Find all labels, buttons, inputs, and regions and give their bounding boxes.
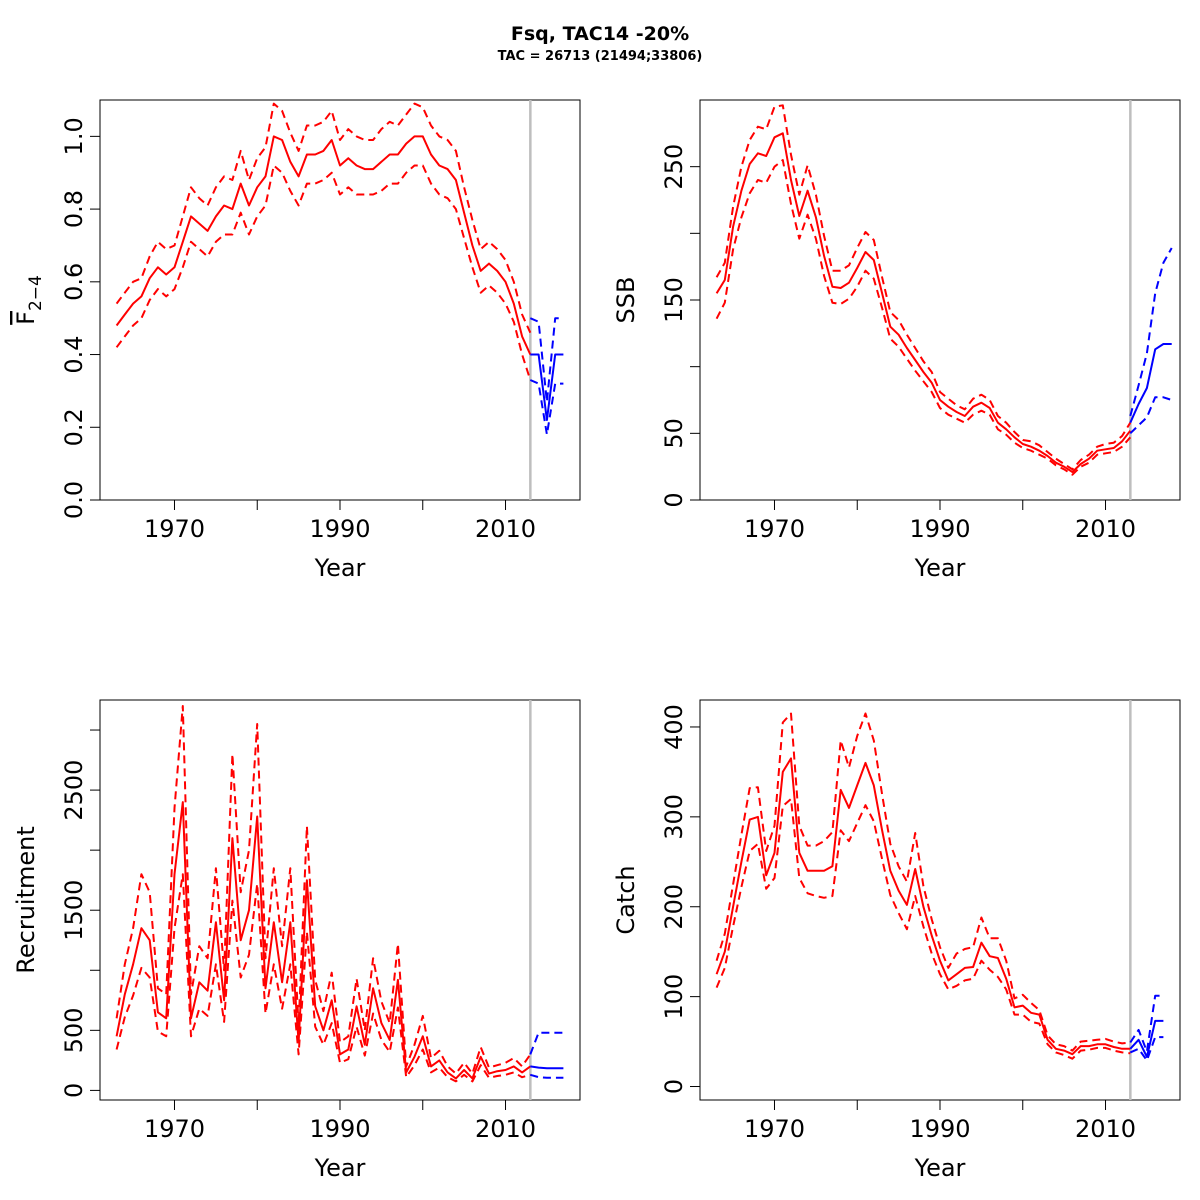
series-projection-upper [529, 1031, 564, 1055]
y-axis-label-main: SSB [612, 277, 640, 324]
y-tick-label: 1.0 [60, 117, 88, 155]
y-tick-label: 0 [60, 1083, 88, 1098]
series-projection-lower [1129, 396, 1173, 435]
series-upper [715, 104, 1132, 471]
y-tick-label: 50 [660, 418, 688, 449]
panel-f: 1970 1990 2010 0.0 0.2 0.4 0.6 0.8 1.0 Year F2−4 [12, 99, 581, 582]
series-estimate [115, 801, 531, 1080]
y-tick-label: 100 [660, 974, 688, 1020]
y-tick-label: 2500 [60, 760, 88, 821]
series-projection-upper [529, 317, 564, 403]
y-axis-label-main: F [12, 311, 40, 325]
series-estimate [115, 135, 532, 355]
y-tick-label: 0 [660, 492, 688, 507]
figure-subtitle: TAC = 26713 (21494;33806) [498, 49, 703, 64]
series-projection-lower [1129, 1036, 1164, 1062]
y-axis-label: Recruitment [12, 826, 40, 973]
x-tick-label: 1970 [144, 515, 205, 543]
x-tick-label: 2010 [1075, 1115, 1136, 1143]
x-tick-label: 1990 [309, 1115, 370, 1143]
y-axis-label-subscript: 2−4 [26, 275, 46, 311]
y-tick-label: 0.6 [60, 263, 88, 301]
x-axis-label: Year [314, 1154, 366, 1182]
panels: 1970 1990 20100.00.20.40.60.81.0YearF2−419… [12, 99, 1181, 1182]
series-projection-lower [530, 1073, 564, 1079]
series-upper [115, 102, 532, 334]
x-tick-label: 1970 [144, 1115, 205, 1143]
x-tick-label: 1990 [309, 515, 370, 543]
x-tick-label: 1990 [909, 1115, 970, 1143]
x-axis-label: Year [314, 554, 366, 582]
x-tick-label: 2010 [475, 1115, 536, 1143]
plot-frame [99, 99, 581, 501]
series-lower [115, 873, 531, 1083]
series-lower [715, 159, 1132, 476]
series-projection-lower [529, 379, 564, 436]
y-tick-label: 400 [660, 704, 688, 750]
y-tick-label: 0.4 [60, 335, 88, 373]
y-tick-label: 0.0 [60, 481, 88, 519]
panel-recruitment: 1970 1990 2010 0 500 1500 2500 Year Recruitment [12, 699, 581, 1182]
y-tick-label: 300 [660, 794, 688, 840]
y-axis-label: Catch [612, 865, 640, 934]
y-tick-label: 250 [660, 144, 688, 190]
x-tick-label: 1970 [744, 1115, 805, 1143]
series-lower [115, 164, 532, 381]
y-tick-label: 500 [60, 1007, 88, 1053]
series-projection [1129, 343, 1172, 424]
series-upper [115, 705, 532, 1075]
y-axis-label: SSB [612, 277, 640, 324]
panel-ssb: 1970 1990 2010 0 50 150 250 Year SSB [612, 99, 1181, 582]
y-tick-label: 0.8 [60, 190, 88, 228]
x-axis-label: Year [914, 1154, 966, 1182]
series-upper [715, 712, 1131, 1052]
x-tick-label: 2010 [475, 515, 536, 543]
panel-catch: 1970 1990 2010 0 100 200 300 400 Year Catch [612, 699, 1181, 1182]
x-axis-label: Year [914, 554, 966, 582]
series-projection-upper [1129, 247, 1173, 417]
y-tick-label: 200 [660, 884, 688, 930]
figure-title: Fsq, TAC14 -20% [511, 23, 689, 45]
y-tick-label: 0 [660, 1079, 688, 1094]
y-tick-label: 150 [660, 277, 688, 323]
series-estimate [715, 757, 1131, 1056]
y-axis-label: F2−4 [12, 275, 46, 325]
x-tick-label: 1990 [909, 515, 970, 543]
series-projection [530, 353, 564, 421]
series-lower [715, 797, 1131, 1060]
series-estimate [715, 132, 1132, 473]
y-tick-label: 1500 [60, 880, 88, 941]
series-projection-upper [1129, 994, 1164, 1053]
y-axis-label-main: Recruitment [12, 826, 40, 973]
y-tick-label: 0.2 [60, 408, 88, 446]
series-projection [1129, 1019, 1164, 1058]
y-axis-label-main: Catch [612, 865, 640, 934]
x-tick-label: 2010 [1075, 515, 1136, 543]
series-projection [530, 1065, 564, 1070]
plot-frame [699, 99, 1181, 501]
x-tick-label: 1970 [744, 515, 805, 543]
